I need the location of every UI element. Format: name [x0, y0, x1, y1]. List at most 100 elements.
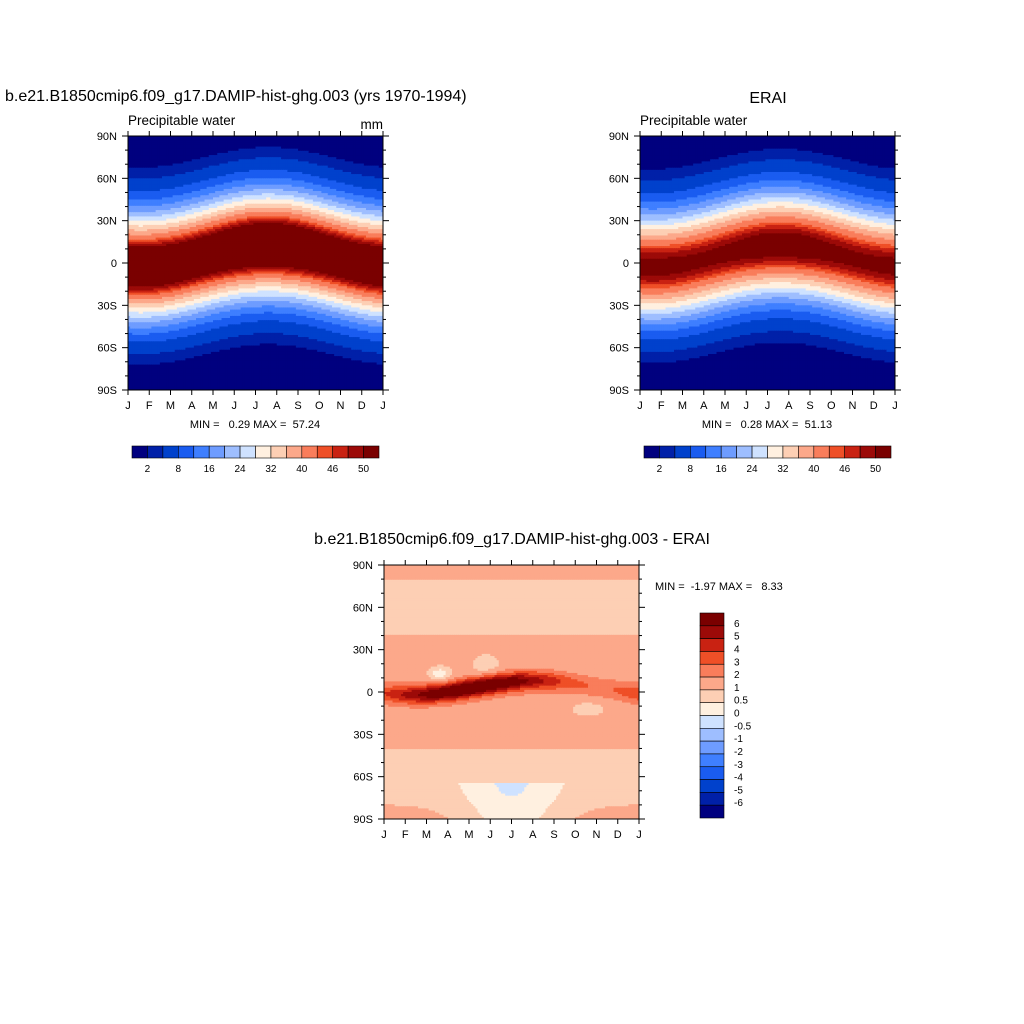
heatmap-cell	[132, 161, 135, 165]
heatmap-cell	[193, 136, 197, 139]
heatmap-cell	[142, 155, 146, 158]
heatmap-cell	[325, 159, 329, 162]
heatmap-cell	[147, 161, 150, 165]
heatmap-cell	[159, 155, 163, 158]
heatmap-cell	[374, 155, 378, 158]
heatmap-cell	[236, 136, 240, 139]
heatmap-cell	[257, 144, 261, 148]
heatmap-cell	[215, 169, 218, 173]
heatmap-cell	[183, 165, 186, 169]
heatmap-cell	[338, 140, 342, 143]
heatmap-cell	[236, 159, 240, 162]
heatmap-cell	[166, 167, 169, 171]
heatmap-cell	[208, 161, 212, 165]
heatmap-cell	[268, 161, 271, 165]
heatmap-cell	[244, 138, 248, 141]
heatmap-cell	[349, 163, 352, 167]
heatmap-cell	[310, 152, 314, 156]
heatmap-cell	[323, 165, 327, 169]
heatmap-cell	[215, 174, 218, 177]
heatmap-cell	[249, 163, 252, 167]
heatmap-cell	[361, 138, 365, 141]
heatmap-cell	[338, 165, 342, 169]
heatmap-cell	[151, 136, 155, 139]
heatmap-cell	[189, 148, 193, 152]
heatmap-cell	[272, 163, 276, 167]
heatmap-cell	[240, 136, 244, 139]
heatmap-cell	[240, 155, 244, 158]
heatmap-cell	[344, 138, 348, 141]
heatmap-cell	[363, 136, 367, 139]
heatmap-cell	[130, 169, 133, 173]
heatmap-cell	[140, 169, 144, 173]
heatmap-cell	[223, 152, 227, 156]
heatmap-cell	[249, 148, 252, 152]
heatmap-cell	[155, 138, 159, 141]
heatmap-cell	[298, 146, 301, 150]
heatmap-cell	[200, 155, 203, 158]
heatmap-cell	[261, 144, 265, 148]
heatmap-cell	[255, 136, 259, 139]
heatmap-cell	[176, 140, 180, 143]
heatmap-cell	[204, 136, 208, 139]
heatmap-cell	[159, 140, 163, 143]
heatmap-cell	[168, 167, 172, 171]
heatmap-cell	[274, 144, 278, 148]
heatmap-cell	[132, 136, 135, 139]
heatmap-cell	[204, 144, 208, 148]
heatmap-cell	[374, 148, 378, 152]
heatmap-cell	[370, 138, 373, 141]
heatmap-cell	[315, 163, 318, 167]
heatmap-cell	[217, 159, 220, 162]
heatmap-cell	[370, 146, 373, 150]
heatmap-cell	[368, 167, 371, 171]
heatmap-cell	[217, 171, 220, 175]
heatmap-cell	[298, 165, 301, 169]
heatmap-cell	[153, 159, 157, 162]
heatmap-cell	[255, 159, 259, 162]
heatmap-cell	[325, 157, 329, 160]
heatmap-cell	[210, 142, 214, 146]
heatmap-cell	[340, 169, 344, 173]
heatmap-cell	[174, 155, 178, 158]
heatmap-cell	[168, 163, 172, 167]
heatmap-cell	[359, 171, 363, 175]
heatmap-cell	[332, 167, 335, 171]
heatmap-cell	[363, 167, 367, 171]
heatmap-cell	[179, 144, 182, 148]
heatmap-cell	[244, 171, 248, 175]
heatmap-cell	[136, 169, 140, 173]
heatmap-cell	[132, 152, 135, 156]
heatmap-cell	[257, 148, 261, 152]
heatmap-cell	[149, 150, 152, 154]
heatmap-cell	[302, 167, 305, 171]
heatmap-cell	[221, 148, 225, 152]
heatmap-cell	[317, 146, 320, 150]
heatmap-cell	[257, 163, 261, 167]
heatmap-cell	[361, 146, 365, 150]
heatmap-cell	[172, 163, 176, 167]
heatmap-cell	[268, 155, 271, 158]
heatmap-cell	[321, 163, 325, 167]
heatmap-cell	[225, 167, 229, 171]
heatmap-cell	[162, 144, 165, 148]
heatmap-cell	[359, 148, 363, 152]
heatmap-cell	[202, 163, 206, 167]
heatmap-cell	[225, 171, 229, 175]
heatmap-cell	[183, 136, 186, 139]
heatmap-cell	[162, 152, 165, 156]
heatmap-cell	[368, 148, 371, 152]
heatmap-cell	[176, 150, 180, 154]
heatmap-cell	[172, 155, 176, 158]
heatmap-cell	[304, 138, 308, 141]
heatmap-cell	[140, 140, 144, 143]
heatmap-cell	[206, 150, 210, 154]
heatmap-cell	[378, 165, 382, 169]
heatmap-cell	[238, 163, 242, 167]
heatmap-cell	[130, 163, 133, 167]
heatmap-cell	[217, 148, 220, 152]
heatmap-cell	[368, 150, 371, 154]
heatmap-cell	[266, 136, 269, 139]
heatmap-cell	[219, 174, 223, 177]
heatmap-cell	[351, 165, 354, 169]
